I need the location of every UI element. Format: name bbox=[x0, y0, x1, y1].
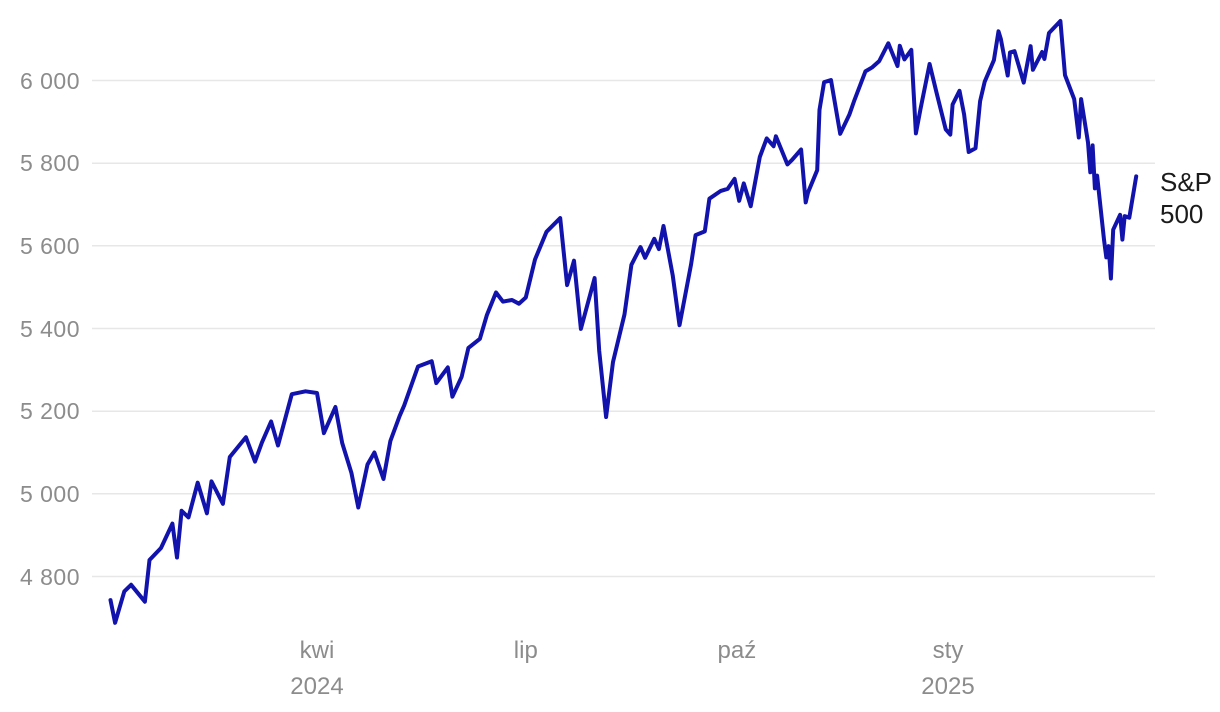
x-axis-tick-label: kwi bbox=[299, 637, 335, 664]
x-axis-year-label: 2024 bbox=[290, 673, 344, 700]
x-axis-tick-label: lip bbox=[513, 637, 538, 664]
y-axis-tick-label: 5 200 bbox=[19, 398, 80, 425]
y-axis-tick-label: 5 800 bbox=[19, 150, 80, 177]
x-axis-year-label: 2025 bbox=[921, 673, 975, 700]
y-axis-tick-label: 5 000 bbox=[19, 480, 80, 507]
x-axis-tick-label: sty bbox=[932, 637, 964, 664]
x-axis-tick-label: paź bbox=[717, 637, 757, 664]
y-axis-tick-label: 6 000 bbox=[19, 67, 80, 94]
y-axis-tick-label: 4 800 bbox=[19, 563, 80, 590]
price-line bbox=[108, 19, 1139, 625]
y-axis-tick-label: 5 400 bbox=[19, 315, 80, 342]
series-label: S&P 500 bbox=[1160, 167, 1212, 229]
y-axis-tick-label: 5 600 bbox=[19, 232, 80, 259]
